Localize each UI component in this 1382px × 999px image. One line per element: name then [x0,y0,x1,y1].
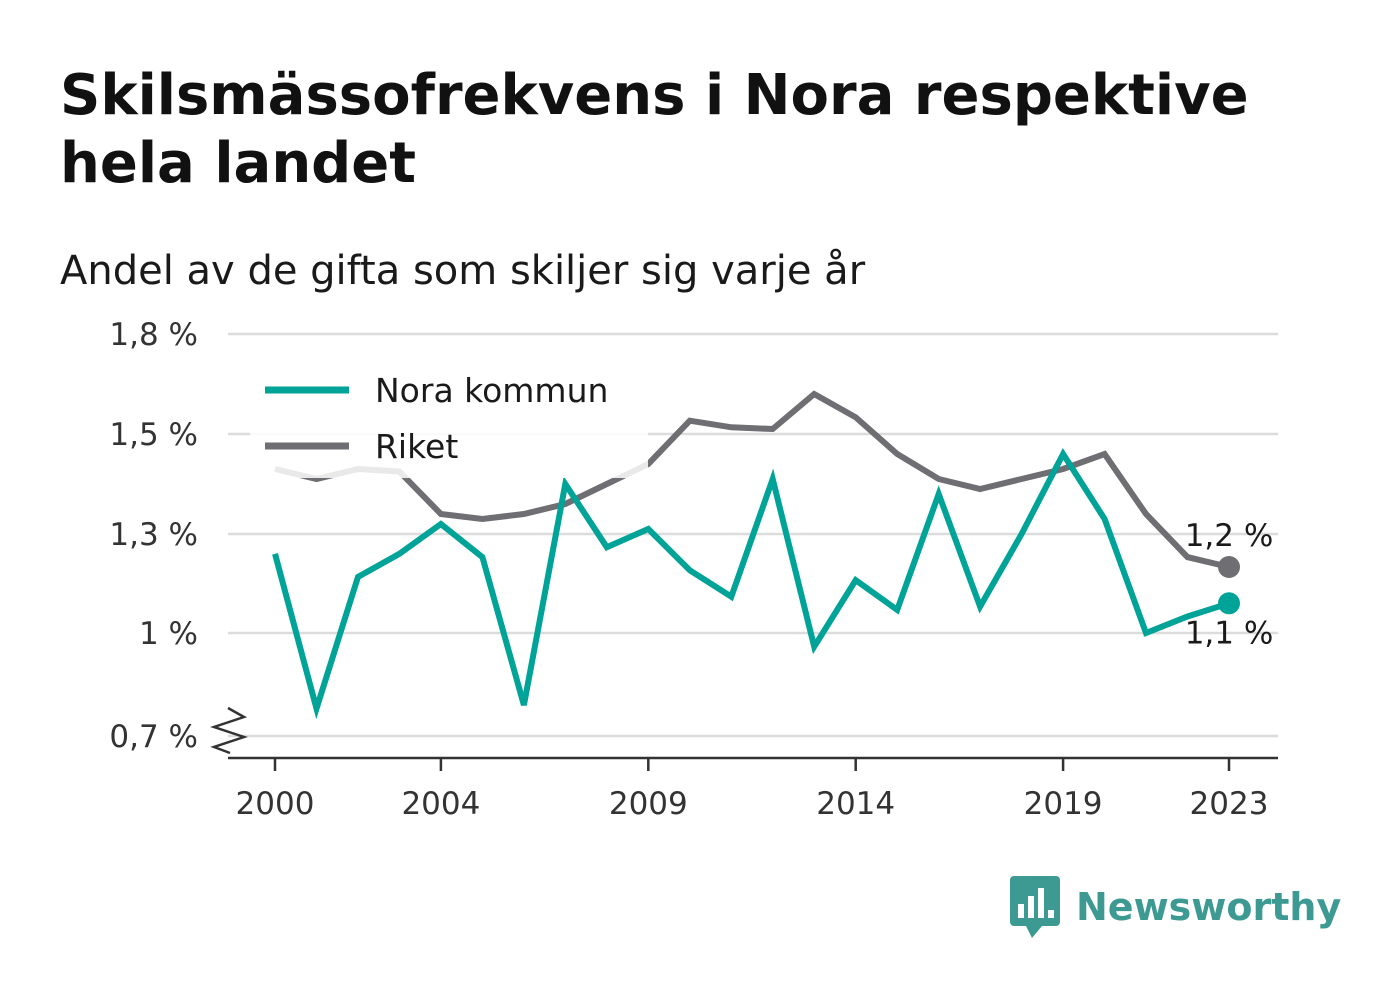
legend-label: Nora kommun [375,371,608,410]
grid-lines [228,332,1278,738]
x-tick-label: 2009 [609,786,688,822]
y-axis-break-icon [210,706,248,755]
legend-label: Riket [375,427,458,466]
brand-logo: Newsworthy [1010,876,1341,938]
end-point-marker [1218,592,1240,615]
x-tick-label: 2000 [236,786,315,822]
y-tick-label: 1,5 % [109,417,198,453]
x-tick-label: 2004 [401,786,480,822]
end-point-marker [1218,556,1240,578]
brand-name: Newsworthy [1076,885,1342,929]
y-tick-label: 1,3 % [109,517,198,553]
x-tick-label: 2023 [1190,786,1269,822]
x-tick-label: 2019 [1024,786,1103,822]
chart-title: Skilsmässofrekvens i Nora respektive hel… [60,63,1249,196]
newsworthy-logo-icon [1010,876,1060,938]
x-tick-label: 2014 [816,786,895,822]
series-line-nora-kommun [272,448,1230,720]
series-lines: 1,1 % 1,2 % [272,390,1274,720]
y-tick-label: 1 % [139,616,198,652]
end-label-riket: 1,2 % [1185,518,1274,554]
legend: Nora kommun Riket [250,360,648,478]
chart-subtitle: Andel av de gifta som skiljer sig varje … [60,248,866,294]
end-label-nora-kommun: 1,1 % [1185,615,1274,651]
y-tick-label: 1,8 % [109,317,198,353]
legend-background [250,360,648,478]
x-axis: 2000 2004 2009 2014 2019 2023 [236,758,1269,822]
y-tick-label: 0,7 % [109,719,198,755]
y-axis: 0,7 % 1 % 1,3 % 1,5 % 1,8 % [109,317,198,755]
